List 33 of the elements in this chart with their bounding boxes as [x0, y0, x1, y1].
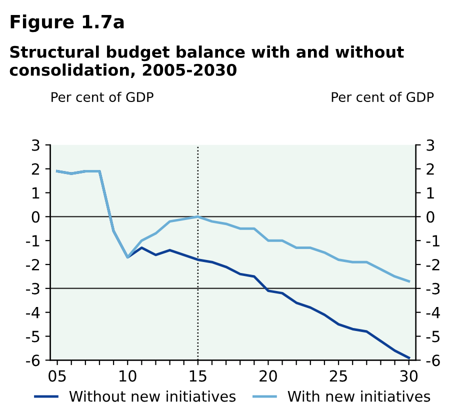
- y2-tick-label: -1: [426, 235, 440, 246]
- chart-title: Figure 1.7a: [10, 14, 124, 32]
- y-tick-label: 1: [32, 187, 40, 199]
- y-tick-label: -2: [26, 258, 40, 270]
- x-tick-label: 30: [400, 370, 418, 382]
- y-tick-label: 3: [32, 139, 40, 151]
- y-tick-label: -1: [26, 235, 40, 246]
- x-tick-label: 15: [190, 370, 206, 382]
- x-tick-label: 25: [330, 370, 347, 382]
- y2-tick-label: -6: [426, 354, 440, 366]
- y-tick-label: -5: [26, 330, 40, 342]
- y-tick-label: -3: [26, 282, 40, 294]
- chart-subtitle: Structural budget balance with and without consolidation, 2005-2030: [10, 46, 404, 78]
- y-tick-label: -4: [26, 307, 40, 318]
- y2-tick-label: -2: [426, 258, 440, 270]
- x-tick-label: 10: [120, 370, 136, 382]
- y-tick-label: -6: [26, 354, 40, 366]
- y2-tick-label: -5: [426, 330, 440, 342]
- legend-label: With new initiatives: [288, 390, 430, 402]
- y-tick-label: 2: [32, 163, 40, 175]
- y2-tick-label: 1: [427, 187, 434, 199]
- y2-tick-label: 0: [426, 211, 434, 223]
- line-series: [56, 170, 410, 282]
- y2-tick-label: 3: [426, 139, 434, 151]
- y2-axis-title: Per cent of GDP: [332, 92, 434, 102]
- x-tick-label: 20: [260, 370, 277, 382]
- y2-tick-label: 2: [426, 163, 434, 175]
- legend-label: Without new initiatives: [69, 390, 236, 402]
- y-tick-label: 0: [32, 211, 40, 223]
- y2-tick-label: -4: [426, 307, 440, 318]
- y-axis-title: Per cent of GDP: [52, 92, 154, 102]
- x-tick-label: 05: [48, 370, 66, 382]
- y2-tick-label: -3: [426, 282, 440, 294]
